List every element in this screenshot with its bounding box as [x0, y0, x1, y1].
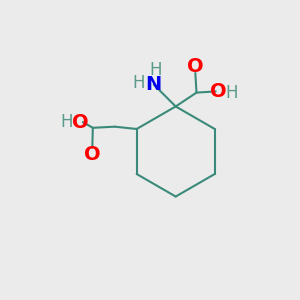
Text: O: O — [84, 145, 101, 164]
Text: O: O — [210, 82, 227, 101]
Text: H: H — [60, 113, 73, 131]
Text: O: O — [187, 56, 204, 76]
Text: H: H — [133, 74, 145, 92]
Text: O: O — [72, 112, 88, 131]
Text: N: N — [146, 75, 162, 94]
Text: H: H — [150, 61, 162, 79]
Text: H: H — [226, 84, 238, 102]
